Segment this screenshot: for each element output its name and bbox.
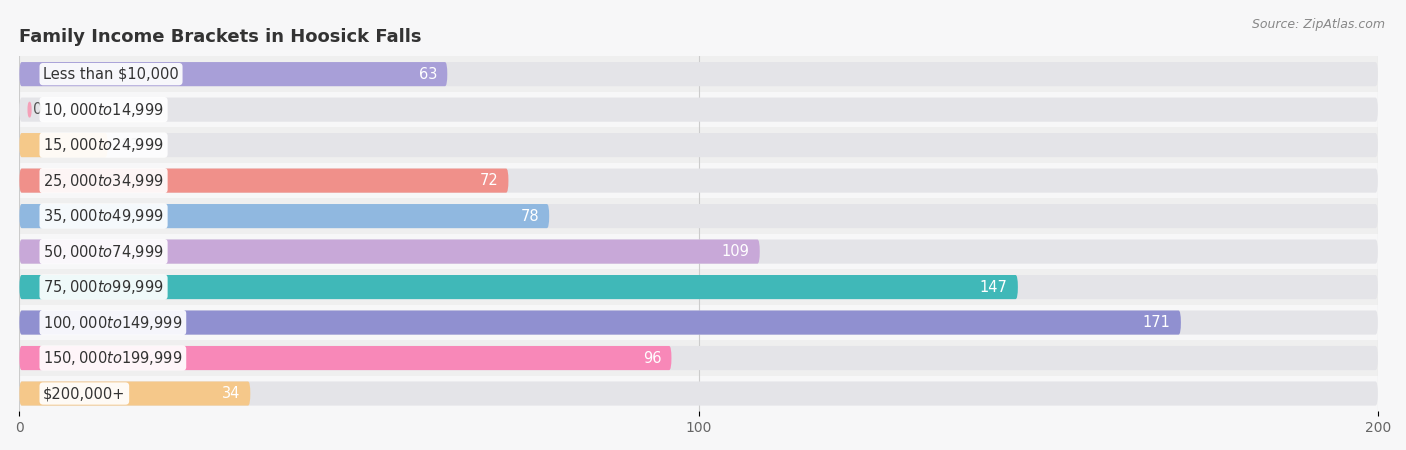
- Bar: [20, 198, 1378, 234]
- FancyBboxPatch shape: [20, 346, 672, 370]
- FancyBboxPatch shape: [20, 239, 1378, 264]
- FancyBboxPatch shape: [20, 310, 1181, 335]
- Circle shape: [28, 173, 31, 188]
- FancyBboxPatch shape: [20, 204, 550, 228]
- Circle shape: [28, 209, 31, 223]
- Circle shape: [28, 351, 31, 365]
- FancyBboxPatch shape: [20, 62, 1378, 86]
- Bar: [20, 92, 1378, 127]
- Text: 96: 96: [643, 351, 661, 365]
- FancyBboxPatch shape: [20, 133, 108, 157]
- Text: 63: 63: [419, 67, 437, 81]
- Bar: [20, 376, 1378, 411]
- Text: 147: 147: [980, 279, 1008, 295]
- Circle shape: [28, 103, 31, 117]
- Bar: [20, 234, 1378, 269]
- FancyBboxPatch shape: [20, 239, 759, 264]
- Circle shape: [28, 315, 31, 330]
- Text: 109: 109: [721, 244, 749, 259]
- FancyBboxPatch shape: [20, 346, 1378, 370]
- Text: $10,000 to $14,999: $10,000 to $14,999: [44, 101, 165, 119]
- Circle shape: [28, 244, 31, 259]
- Text: 13: 13: [121, 138, 139, 153]
- Text: 34: 34: [222, 386, 240, 401]
- FancyBboxPatch shape: [20, 310, 1378, 335]
- Text: $15,000 to $24,999: $15,000 to $24,999: [44, 136, 165, 154]
- FancyBboxPatch shape: [20, 62, 447, 86]
- Text: Family Income Brackets in Hoosick Falls: Family Income Brackets in Hoosick Falls: [20, 28, 422, 46]
- FancyBboxPatch shape: [20, 169, 509, 193]
- Text: $200,000+: $200,000+: [44, 386, 125, 401]
- Text: 171: 171: [1143, 315, 1171, 330]
- Bar: [20, 163, 1378, 198]
- Text: 72: 72: [479, 173, 498, 188]
- Circle shape: [28, 138, 31, 153]
- FancyBboxPatch shape: [20, 133, 1378, 157]
- FancyBboxPatch shape: [20, 382, 250, 405]
- FancyBboxPatch shape: [20, 275, 1378, 299]
- Text: 78: 78: [520, 209, 538, 224]
- Text: Source: ZipAtlas.com: Source: ZipAtlas.com: [1251, 18, 1385, 31]
- Bar: [20, 305, 1378, 340]
- FancyBboxPatch shape: [20, 169, 1378, 193]
- FancyBboxPatch shape: [20, 382, 1378, 405]
- Text: 0: 0: [32, 102, 42, 117]
- FancyBboxPatch shape: [20, 98, 1378, 122]
- FancyBboxPatch shape: [20, 204, 1378, 228]
- Text: $35,000 to $49,999: $35,000 to $49,999: [44, 207, 165, 225]
- Text: Less than $10,000: Less than $10,000: [44, 67, 179, 81]
- Circle shape: [28, 67, 31, 81]
- Circle shape: [28, 280, 31, 294]
- Text: $150,000 to $199,999: $150,000 to $199,999: [44, 349, 183, 367]
- Text: $25,000 to $34,999: $25,000 to $34,999: [44, 171, 165, 189]
- Bar: [20, 269, 1378, 305]
- Bar: [20, 127, 1378, 163]
- FancyBboxPatch shape: [20, 275, 1018, 299]
- Text: $100,000 to $149,999: $100,000 to $149,999: [44, 314, 183, 332]
- Bar: [20, 56, 1378, 92]
- Circle shape: [28, 386, 31, 401]
- Text: $50,000 to $74,999: $50,000 to $74,999: [44, 243, 165, 261]
- Bar: [20, 340, 1378, 376]
- Text: $75,000 to $99,999: $75,000 to $99,999: [44, 278, 165, 296]
